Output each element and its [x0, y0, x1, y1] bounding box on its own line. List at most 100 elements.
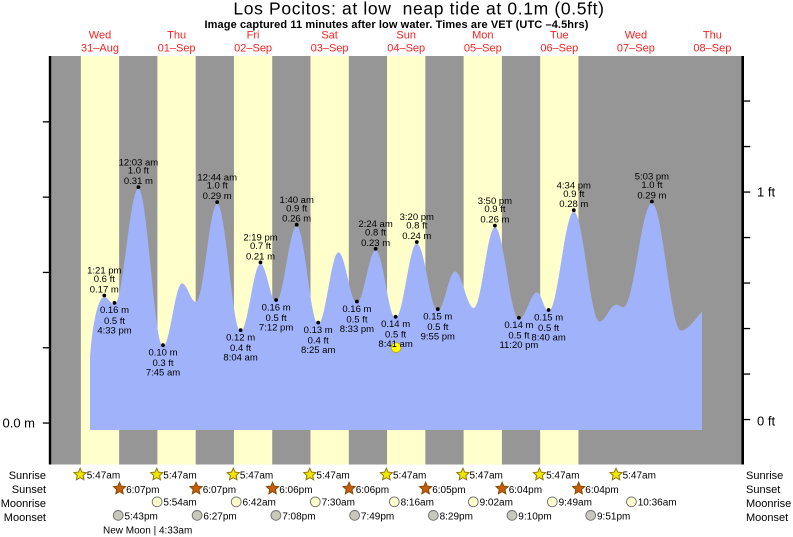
svg-text:5:43pm: 5:43pm	[125, 511, 158, 522]
svg-text:5:47am: 5:47am	[470, 471, 503, 482]
svg-text:3:50 pm: 3:50 pm	[478, 196, 512, 207]
svg-text:8:33 pm: 8:33 pm	[340, 324, 374, 335]
svg-text:02–Sep: 02–Sep	[234, 43, 272, 55]
svg-text:6:42am: 6:42am	[243, 497, 276, 508]
svg-text:0.13 m: 0.13 m	[304, 325, 333, 336]
svg-text:Tue: Tue	[550, 30, 569, 42]
svg-text:0.26 m: 0.26 m	[282, 214, 311, 225]
svg-text:6:04pm: 6:04pm	[585, 485, 618, 496]
svg-text:1.0 ft: 1.0 ft	[641, 180, 662, 191]
svg-text:Sunrise: Sunrise	[746, 470, 783, 482]
svg-text:0.7 ft: 0.7 ft	[250, 241, 271, 252]
svg-text:0.15 m: 0.15 m	[534, 312, 563, 323]
svg-text:06–Sep: 06–Sep	[540, 43, 578, 55]
svg-text:0.16 m: 0.16 m	[100, 305, 129, 316]
svg-text:0.14 m: 0.14 m	[381, 319, 410, 330]
svg-text:Moonrise: Moonrise	[746, 498, 791, 510]
svg-text:0.5 ft: 0.5 ft	[427, 322, 448, 333]
svg-text:9:49am: 9:49am	[559, 497, 592, 508]
svg-text:01–Sep: 01–Sep	[158, 43, 196, 55]
svg-text:0.4 ft: 0.4 ft	[230, 343, 251, 354]
svg-text:8:41 am: 8:41 am	[378, 339, 412, 350]
svg-text:0.16 m: 0.16 m	[342, 304, 371, 315]
svg-text:5:47am: 5:47am	[87, 471, 120, 482]
svg-text:5:47am: 5:47am	[546, 471, 579, 482]
svg-text:8:04 am: 8:04 am	[223, 353, 257, 364]
svg-text:1:21 pm: 1:21 pm	[87, 266, 121, 277]
svg-text:0.21 m: 0.21 m	[246, 251, 275, 262]
svg-text:Moonset: Moonset	[4, 512, 46, 524]
svg-text:Fri: Fri	[247, 30, 260, 42]
svg-text:0.5 ft: 0.5 ft	[385, 330, 406, 341]
svg-text:Sun: Sun	[396, 30, 416, 42]
svg-text:3:20 pm: 3:20 pm	[400, 212, 434, 223]
svg-text:0.29 m: 0.29 m	[637, 191, 666, 202]
svg-text:Moonrise: Moonrise	[1, 498, 46, 510]
svg-text:7:45 am: 7:45 am	[146, 368, 180, 379]
svg-text:8:25 am: 8:25 am	[301, 345, 335, 356]
svg-text:0.12 m: 0.12 m	[226, 332, 255, 343]
svg-text:0.6 ft: 0.6 ft	[94, 274, 115, 285]
svg-text:10:36am: 10:36am	[638, 497, 677, 508]
svg-text:5:03 pm: 5:03 pm	[635, 172, 669, 183]
svg-text:0 ft: 0 ft	[757, 413, 775, 428]
svg-text:8:16am: 8:16am	[401, 497, 434, 508]
svg-text:0.28 m: 0.28 m	[559, 199, 588, 210]
svg-text:31–Aug: 31–Aug	[81, 43, 119, 55]
svg-text:11:20 pm: 11:20 pm	[499, 340, 538, 351]
svg-text:6:06pm: 6:06pm	[279, 485, 312, 496]
svg-text:Sunset: Sunset	[746, 484, 780, 496]
svg-text:Wed: Wed	[625, 30, 647, 42]
svg-text:0.5 ft: 0.5 ft	[538, 323, 559, 334]
svg-text:Image captured 11 minutes afte: Image captured 11 minutes after low wate…	[205, 19, 589, 31]
svg-text:5:47am: 5:47am	[623, 471, 656, 482]
svg-text:08–Sep: 08–Sep	[693, 43, 731, 55]
svg-text:0.31 m: 0.31 m	[124, 176, 153, 187]
svg-text:7:12 pm: 7:12 pm	[259, 322, 293, 333]
svg-text:Wed: Wed	[89, 30, 111, 42]
svg-text:5:47am: 5:47am	[316, 471, 349, 482]
svg-text:1:40 am: 1:40 am	[280, 195, 314, 206]
svg-text:2:24 am: 2:24 am	[358, 219, 392, 230]
svg-text:7:49pm: 7:49pm	[361, 511, 394, 522]
svg-text:9:55 pm: 9:55 pm	[421, 332, 455, 343]
svg-text:9:51pm: 9:51pm	[597, 511, 630, 522]
svg-text:0.10 m: 0.10 m	[148, 348, 177, 359]
svg-text:0.14 m: 0.14 m	[504, 320, 533, 331]
svg-text:5:47am: 5:47am	[240, 471, 273, 482]
svg-text:12:03 am: 12:03 am	[119, 157, 159, 168]
svg-text:Thu: Thu	[167, 30, 186, 42]
svg-text:8:40 am: 8:40 am	[531, 332, 565, 343]
svg-text:6:04pm: 6:04pm	[509, 485, 542, 496]
svg-text:0.8 ft: 0.8 ft	[365, 227, 386, 238]
svg-text:Thu: Thu	[703, 30, 722, 42]
svg-text:Los Pocitos: at low neap tide: Los Pocitos: at low neap tide at 0.1m (0…	[233, 0, 604, 19]
svg-text:0.9 ft: 0.9 ft	[563, 189, 584, 200]
svg-text:8:29pm: 8:29pm	[440, 511, 473, 522]
svg-text:Sunset: Sunset	[12, 484, 46, 496]
svg-text:9:10pm: 9:10pm	[518, 511, 551, 522]
svg-text:Sunrise: Sunrise	[9, 470, 46, 482]
svg-text:0.0 m: 0.0 m	[2, 415, 35, 430]
svg-text:6:06pm: 6:06pm	[356, 485, 389, 496]
svg-text:7:30am: 7:30am	[322, 497, 355, 508]
svg-text:4:34 pm: 4:34 pm	[557, 180, 591, 191]
svg-text:0.5 ft: 0.5 ft	[346, 314, 367, 325]
svg-text:03–Sep: 03–Sep	[311, 43, 349, 55]
svg-text:5:54am: 5:54am	[163, 497, 196, 508]
svg-text:6:07pm: 6:07pm	[126, 485, 159, 496]
svg-text:5:47am: 5:47am	[393, 471, 426, 482]
svg-text:0.15 m: 0.15 m	[423, 312, 452, 323]
svg-text:5:47am: 5:47am	[163, 471, 196, 482]
svg-text:0.29 m: 0.29 m	[203, 191, 232, 202]
svg-text:0.5 ft: 0.5 ft	[508, 331, 529, 342]
svg-text:4:33 pm: 4:33 pm	[97, 325, 131, 336]
svg-text:1.0 ft: 1.0 ft	[128, 166, 149, 177]
svg-text:0.24 m: 0.24 m	[402, 231, 431, 242]
svg-text:12:44 am: 12:44 am	[197, 172, 237, 183]
svg-text:9:02am: 9:02am	[480, 497, 513, 508]
svg-text:1.0 ft: 1.0 ft	[207, 181, 228, 192]
svg-text:Moonset: Moonset	[746, 512, 788, 524]
svg-text:New Moon | 4:33am: New Moon | 4:33am	[103, 526, 192, 537]
svg-text:0.17 m: 0.17 m	[90, 285, 119, 296]
